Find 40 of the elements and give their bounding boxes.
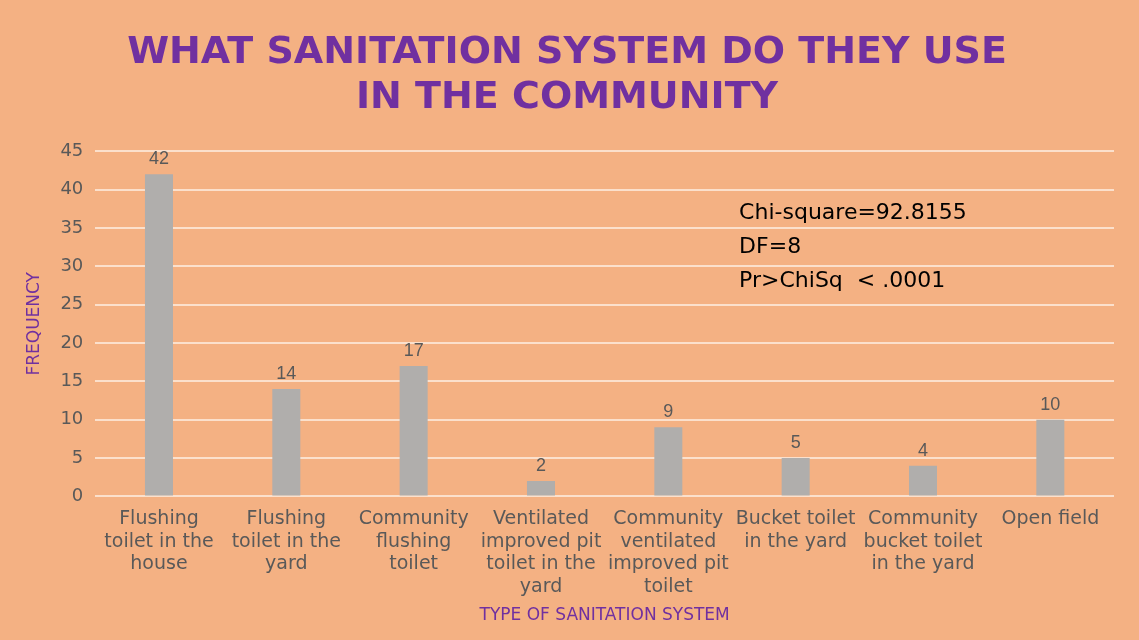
y-tick-label: 5 [71,445,84,467]
bar [144,174,173,496]
bar [781,458,810,496]
data-label: 4 [917,439,928,460]
data-label: 10 [1040,393,1061,414]
x-tick-label: Bucket toilet in the yard [735,505,856,551]
data-label: 2 [535,455,546,476]
y-axis-title: FREQUENCY [22,271,43,376]
y-tick-label: 25 [60,292,84,314]
annotation: DF=8 [739,232,802,258]
x-tick-label: Open field [1001,505,1100,528]
bar [399,365,428,496]
x-tick-label: Ventilated improved pit toilet in the yard [480,505,602,597]
x-tick-label: Community bucket toilet in the yard [863,505,983,574]
x-tick-label: Community ventilated improved pit toilet [607,505,729,597]
bar [1036,419,1065,496]
x-tick-label: Community flushing toilet [358,505,469,574]
data-label: 14 [276,362,297,383]
y-tick-label: 10 [60,407,84,429]
y-tick-label: 45 [60,138,84,160]
bar [272,389,301,496]
data-label: 5 [790,432,801,453]
bar [908,465,937,496]
bar [526,481,555,496]
y-tick-label: 40 [60,177,84,199]
y-tick-label: 20 [60,330,84,352]
bar [654,427,683,496]
x-tick-label: Flushing toilet in the house [104,505,214,574]
y-tick-label: 35 [60,215,84,237]
annotation: Chi-square=92.8155 [739,198,967,224]
y-tick-label: 15 [60,369,84,391]
annotation: Pr>ChiSq < .0001 [739,266,946,292]
chart-title: WHAT SANITATION SYSTEM DO THEY USE IN THE COMMUNITY [127,27,1007,118]
y-tick-label: 0 [71,484,84,506]
x-tick-label: Flushing toilet in the yard [231,505,341,574]
x-axis-title: TYPE OF SANITATION SYSTEM [478,604,730,625]
data-label: 42 [148,148,169,169]
data-label: 17 [403,339,424,360]
y-tick-label: 30 [60,253,84,275]
data-label: 9 [663,401,674,422]
